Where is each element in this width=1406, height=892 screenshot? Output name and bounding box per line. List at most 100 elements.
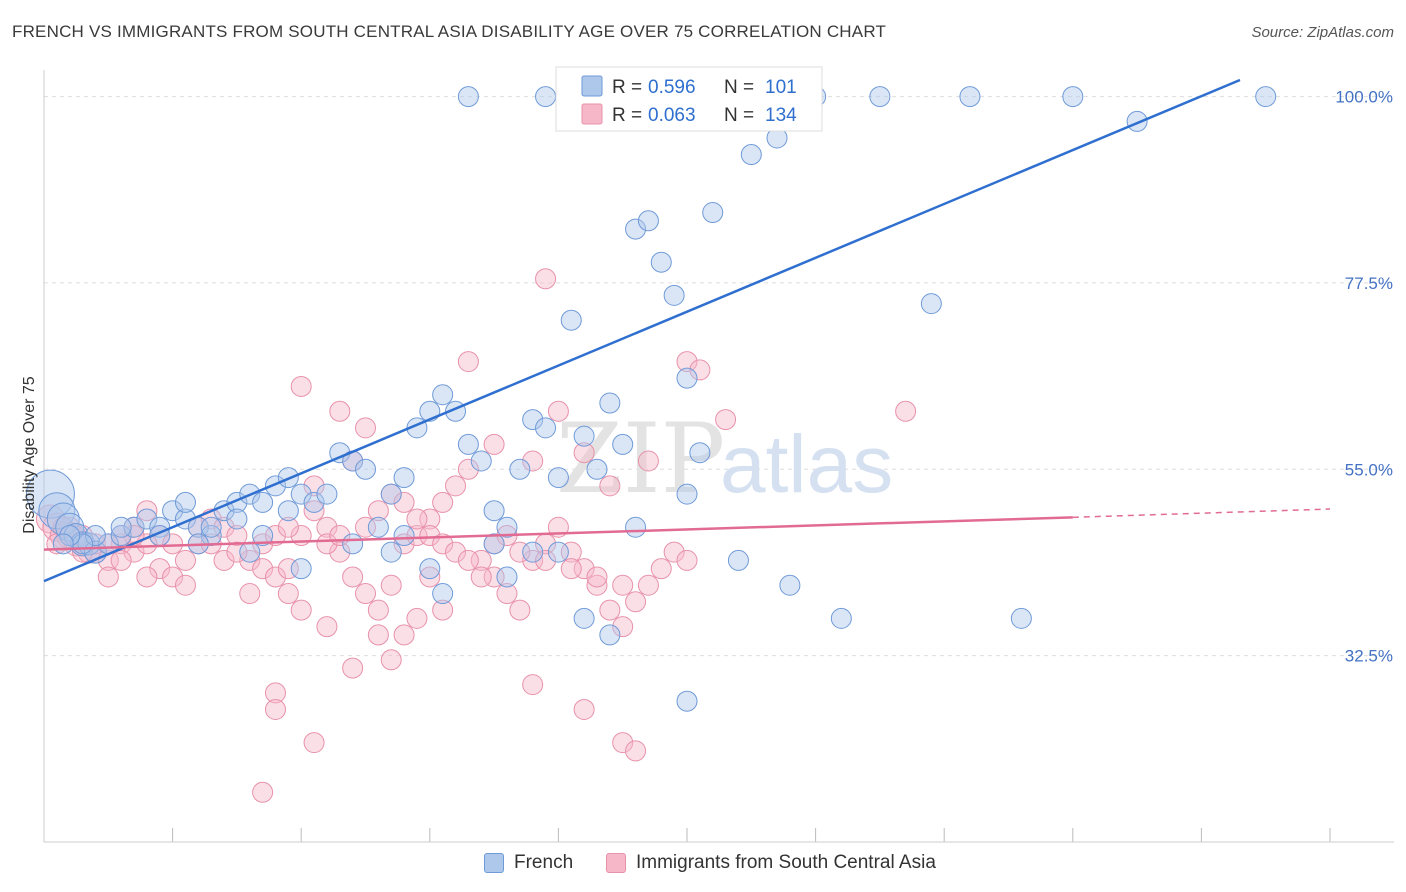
immigrants-point (97, 566, 119, 588)
immigrants-point (432, 533, 454, 555)
french-point (547, 541, 569, 563)
immigrants-point (522, 674, 544, 696)
french-point (457, 433, 479, 455)
immigrants-point (136, 500, 158, 522)
immigrants-point (213, 516, 235, 538)
immigrants-point (535, 549, 557, 571)
french-point (393, 467, 415, 489)
french-point (547, 467, 569, 489)
french-point (316, 483, 338, 505)
immigrants-point (599, 475, 621, 497)
immigrants-point (226, 541, 248, 563)
immigrants-point (367, 599, 389, 621)
immigrants-point (252, 558, 274, 580)
watermark-atlas: atlas (720, 419, 893, 510)
french-point (689, 442, 711, 464)
immigrants-point (264, 566, 286, 588)
french-point (200, 516, 222, 538)
immigrants-point (355, 516, 376, 538)
immigrants-point (470, 549, 492, 571)
immigrants-trend-extension (1072, 508, 1331, 519)
immigrants-point (303, 732, 325, 754)
french-point (522, 409, 544, 431)
french-point (393, 525, 415, 547)
legend-item-french: French (484, 852, 573, 874)
axes (43, 70, 1394, 843)
french-point (535, 417, 557, 439)
immigrants-point (342, 566, 364, 588)
immigrants-point (496, 583, 518, 605)
immigrants-point (445, 475, 467, 497)
immigrants-point (522, 450, 544, 472)
immigrants-point (226, 525, 248, 547)
french-point (496, 566, 518, 588)
legend-r-label-french: R = (612, 77, 642, 98)
immigrants-point (110, 549, 132, 571)
immigrants-point (573, 698, 595, 720)
immigrants-point (612, 574, 634, 596)
immigrants-point (432, 491, 454, 513)
french-point (252, 491, 274, 513)
immigrants-point (483, 433, 505, 455)
immigrants-point (329, 400, 351, 422)
french-point (277, 500, 299, 522)
immigrants-point (355, 583, 376, 605)
source-label: Source: ZipAtlas.com (1251, 24, 1394, 41)
immigrants-point (535, 268, 557, 290)
french-point (740, 144, 762, 166)
legend-label-french: French (514, 852, 574, 873)
immigrants-point (612, 732, 634, 754)
french-point (470, 450, 492, 472)
immigrants-point (393, 624, 415, 646)
immigrants-point (162, 533, 184, 555)
french-point (1255, 86, 1277, 108)
french-point (676, 690, 698, 712)
y-axis-title: Disability Age Over 75 (21, 376, 38, 534)
legend-swatch-french-bottom (484, 853, 504, 873)
french-point (509, 458, 531, 480)
french-point (38, 492, 76, 530)
french-point (920, 293, 942, 315)
french-point (303, 491, 325, 513)
legend-r-value-immigrants: 0.063 (648, 105, 696, 126)
immigrants-point (355, 417, 376, 439)
immigrants-point (663, 541, 685, 563)
french-point (779, 574, 801, 596)
legend-swatch-french (581, 75, 603, 97)
french-point (1062, 86, 1084, 108)
legend-n-value-immigrants: 134 (765, 105, 797, 126)
immigrants-trend-line (43, 516, 1073, 551)
immigrants-point (637, 574, 659, 596)
immigrants-point (174, 574, 196, 596)
french-point (174, 491, 196, 513)
french-point (84, 525, 106, 547)
french-point (650, 251, 672, 273)
french-point (52, 533, 74, 555)
y-tick-label: 77.5% (1345, 274, 1393, 293)
french-point (869, 86, 891, 108)
immigrants-point (432, 599, 454, 621)
immigrants-point (560, 541, 582, 563)
immigrants-point (380, 649, 402, 671)
french-point (830, 607, 852, 629)
french-point (342, 533, 364, 555)
immigrants-point (277, 558, 299, 580)
immigrants-point (599, 599, 621, 621)
immigrants-point (625, 740, 647, 762)
immigrants-point (457, 351, 479, 373)
french-point (560, 309, 582, 331)
french-point (290, 483, 312, 505)
immigrants-point (676, 549, 698, 571)
french-point (496, 516, 518, 538)
immigrants-point (445, 541, 467, 563)
immigrants-point (380, 574, 402, 596)
legend-swatch-immigrants (581, 103, 603, 125)
french-point (535, 86, 557, 108)
french-point (1010, 607, 1032, 629)
immigrants-point (149, 558, 171, 580)
french-point (599, 392, 621, 414)
immigrants-point (560, 558, 582, 580)
french-point (367, 516, 389, 538)
immigrants-point (303, 475, 325, 497)
french-point (162, 500, 184, 522)
